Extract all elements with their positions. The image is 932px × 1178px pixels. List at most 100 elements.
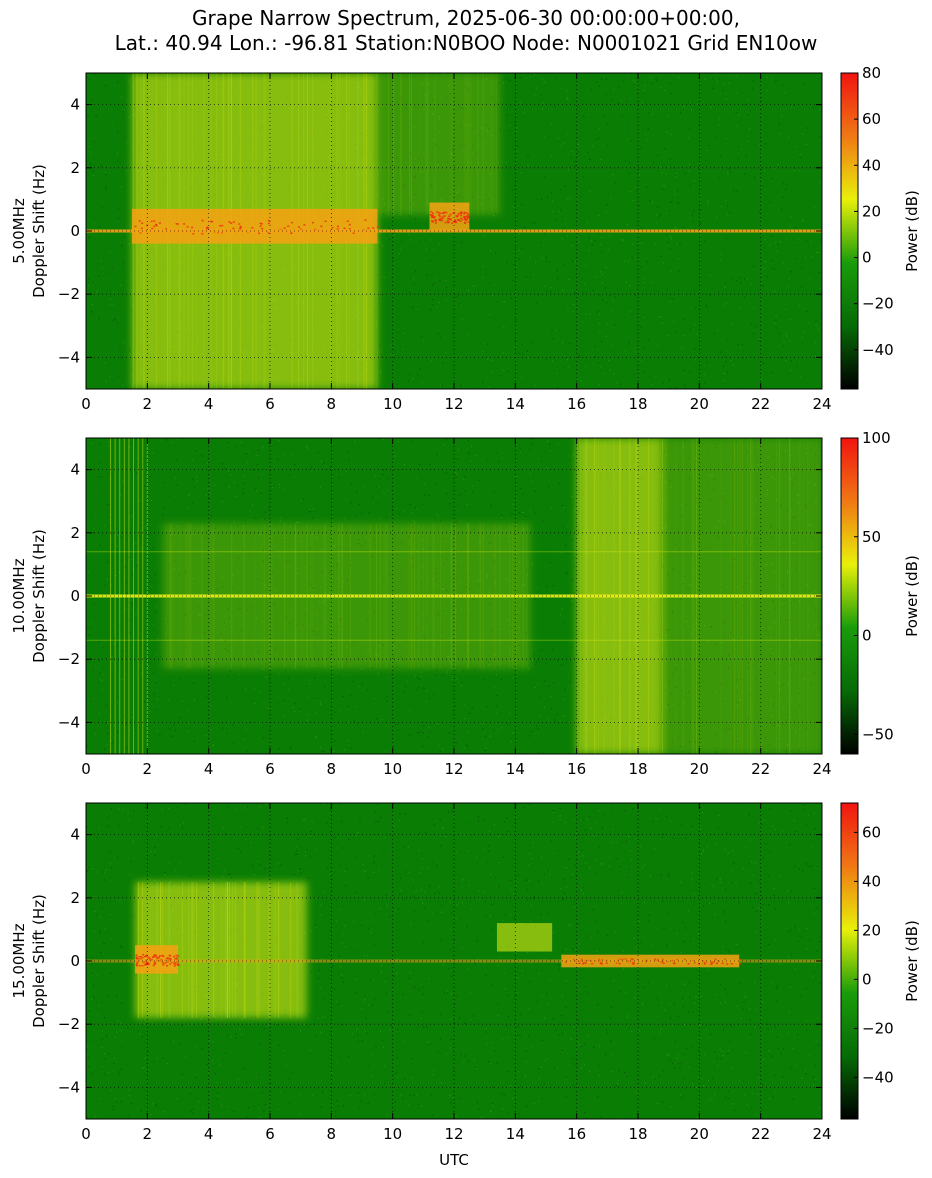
feature-streak bbox=[192, 882, 194, 1018]
feature-band-speck bbox=[290, 232, 293, 234]
feature-band-speck bbox=[463, 213, 466, 215]
x-tick-label: 12 bbox=[444, 760, 463, 778]
feature-band-speck bbox=[138, 220, 141, 222]
x-tick-label: 22 bbox=[751, 760, 770, 778]
feature-band-speck bbox=[175, 957, 178, 959]
colorbar-tick-label: 60 bbox=[862, 823, 881, 841]
feature-streak bbox=[463, 73, 465, 216]
feature-band-speck bbox=[431, 220, 434, 222]
feature-band-speck bbox=[155, 956, 158, 958]
y-tick-label: −4 bbox=[58, 1078, 80, 1096]
colorbar-tick-label: −40 bbox=[862, 1068, 894, 1086]
feature-band-speck bbox=[461, 218, 464, 221]
feature-band-speck bbox=[152, 964, 155, 967]
feature-band-speck bbox=[460, 212, 463, 215]
grid bbox=[86, 438, 822, 754]
feature-band-speck bbox=[169, 963, 172, 965]
feature-band-speck bbox=[433, 217, 436, 219]
x-tick-label: 6 bbox=[265, 1125, 275, 1143]
feature-band-speck bbox=[162, 962, 165, 964]
feature-streak bbox=[425, 73, 427, 216]
feature-band-speck bbox=[661, 958, 664, 961]
feature-band-speck bbox=[703, 963, 706, 965]
feature-band-speck bbox=[177, 964, 180, 966]
feature-band-speck bbox=[291, 221, 294, 224]
feature-band-speck bbox=[158, 222, 161, 224]
feature-band-speck bbox=[155, 223, 157, 226]
feature-band-speck bbox=[141, 964, 144, 967]
feature-band-speck bbox=[135, 956, 138, 959]
feature-band-speck bbox=[455, 215, 458, 217]
feature-band-speck bbox=[173, 965, 176, 967]
feature-band-speck bbox=[251, 227, 254, 229]
feature-band-speck bbox=[453, 221, 456, 223]
feature-band-speck bbox=[165, 957, 168, 960]
y-tick-label: 2 bbox=[70, 524, 80, 542]
feature-streak bbox=[496, 73, 497, 216]
feature-band-speck bbox=[161, 954, 164, 957]
feature-band-speck bbox=[615, 962, 618, 964]
feature-band-speck bbox=[207, 227, 210, 229]
x-tick-label: 14 bbox=[506, 1125, 525, 1143]
feature-band-speck bbox=[136, 964, 138, 967]
feature-band-speck bbox=[578, 962, 581, 964]
feature-streak bbox=[235, 882, 237, 1018]
feature-streak bbox=[196, 882, 197, 1018]
feature-band-speck bbox=[438, 219, 441, 221]
feature-band-speck bbox=[175, 954, 178, 957]
feature-band-speck bbox=[210, 220, 212, 223]
feature-band-speck bbox=[739, 963, 742, 965]
feature-streak bbox=[466, 73, 468, 216]
feature-band-speck bbox=[232, 227, 235, 230]
colorbar-tick-label: 80 bbox=[862, 64, 881, 82]
feature-streak bbox=[400, 73, 402, 216]
feature-band-speck bbox=[600, 963, 603, 965]
feature-band-speck bbox=[443, 215, 446, 217]
x-tick-label: 22 bbox=[751, 1125, 770, 1143]
x-tick-label: 8 bbox=[327, 760, 337, 778]
feature-band-speck bbox=[192, 233, 195, 235]
feature-band-speck bbox=[267, 219, 270, 222]
x-tick-label: 24 bbox=[812, 395, 831, 413]
feature-streak bbox=[410, 73, 412, 216]
feature-band-speck bbox=[343, 227, 346, 230]
x-tick-label: 2 bbox=[143, 1125, 153, 1143]
colorbar-label: Power (dB) bbox=[903, 190, 921, 272]
x-tick-label: 4 bbox=[204, 1125, 214, 1143]
x-tick-label: 16 bbox=[567, 395, 586, 413]
figure-title: Grape Narrow Spectrum, 2025-06-30 00:00:… bbox=[0, 6, 932, 56]
feature-band-speck bbox=[463, 211, 466, 214]
feature-band-speck bbox=[451, 222, 454, 224]
feature-band-speck bbox=[149, 958, 152, 961]
x-tick-label: 0 bbox=[81, 395, 91, 413]
feature-streak bbox=[410, 73, 412, 216]
y-tick-label: 4 bbox=[70, 826, 80, 844]
feature-streak bbox=[269, 882, 271, 1018]
feature-band-speck bbox=[464, 221, 467, 224]
x-tick-label: 10 bbox=[383, 760, 402, 778]
feature-band-speck bbox=[348, 223, 351, 226]
feature-band-speck bbox=[174, 958, 177, 960]
feature-streak bbox=[278, 882, 279, 1018]
x-tick-label: 6 bbox=[265, 395, 275, 413]
feature-band-speck bbox=[239, 225, 242, 228]
feature-streak bbox=[244, 882, 246, 1018]
x-tick-label: 6 bbox=[265, 760, 275, 778]
feature-band-speck bbox=[303, 224, 306, 226]
x-tick-label: 10 bbox=[383, 1125, 402, 1143]
x-tick-label: 2 bbox=[143, 760, 153, 778]
x-tick-label: 24 bbox=[812, 760, 831, 778]
feature-streak bbox=[290, 882, 292, 1018]
x-tick-label: 10 bbox=[383, 395, 402, 413]
feature-band-speck bbox=[151, 227, 154, 230]
feature-band-speck bbox=[206, 227, 208, 230]
feature-band-speck bbox=[439, 215, 442, 218]
feature-streak bbox=[244, 882, 246, 1018]
colorbar bbox=[840, 72, 859, 390]
feature-band-speck bbox=[582, 963, 585, 965]
feature-band-speck bbox=[143, 963, 146, 966]
feature-band-speck bbox=[140, 227, 143, 230]
feature-band-speck bbox=[299, 228, 302, 230]
y-tick-label: −4 bbox=[58, 348, 80, 366]
